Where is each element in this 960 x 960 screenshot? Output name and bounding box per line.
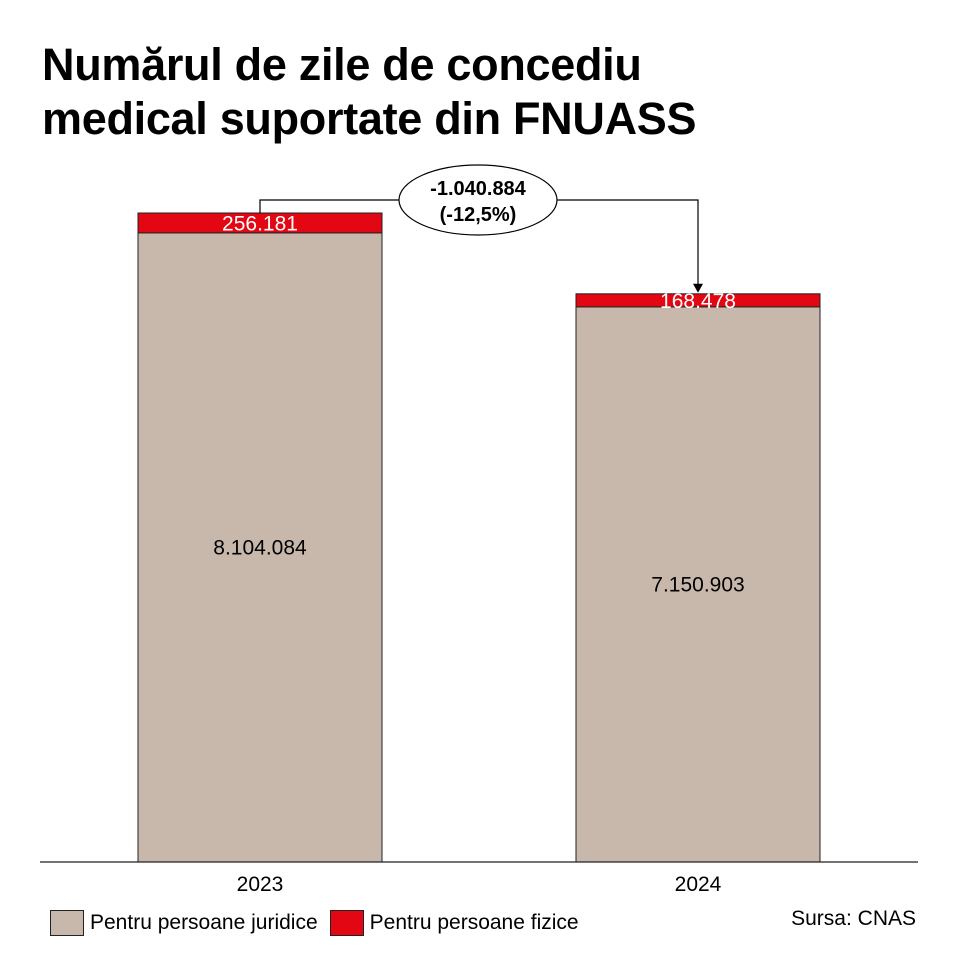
legend: Pentru persoane juridice Pentru persoane… [50, 908, 591, 938]
x-tick-label-2023: 2023 [237, 873, 284, 896]
chart-title-line-1: Numărul de zile de concediu [42, 39, 642, 90]
change-arrow-head [693, 283, 703, 293]
change-annotation-value: -1.040.884 [430, 178, 527, 200]
change-annotation-percent: (-12,5%) [440, 204, 517, 226]
bar-juridice-2023 [137, 232, 383, 863]
data-label-fizice-2023: 256.181 [222, 212, 298, 235]
chart-title: Numărul de zile de concediu medical supo… [42, 38, 922, 146]
bar-fizice-2024 [575, 293, 821, 308]
x-tick-label-2024: 2024 [675, 873, 722, 896]
change-annotation-bubble [398, 164, 558, 236]
chart-title-line-2: medical suportate din FNUASS [42, 93, 697, 144]
legend-swatch-fizice [329, 910, 364, 936]
data-label-juridice-2024: 7.150.903 [651, 573, 744, 596]
legend-label-juridice: Pentru persoane juridice [90, 911, 318, 934]
legend-swatch-juridice [50, 910, 84, 936]
bar-juridice-2024 [575, 306, 821, 863]
legend-item-fizice: Pentru persoane fizice [329, 910, 579, 936]
data-label-juridice-2023: 8.104.084 [213, 536, 307, 559]
data-label-fizice-2024: 168.478 [660, 290, 736, 313]
legend-item-juridice: Pentru persoane juridice [50, 910, 318, 936]
legend-label-fizice: Pentru persoane fizice [369, 911, 579, 934]
source-note: Sursa: CNAS [791, 907, 916, 930]
